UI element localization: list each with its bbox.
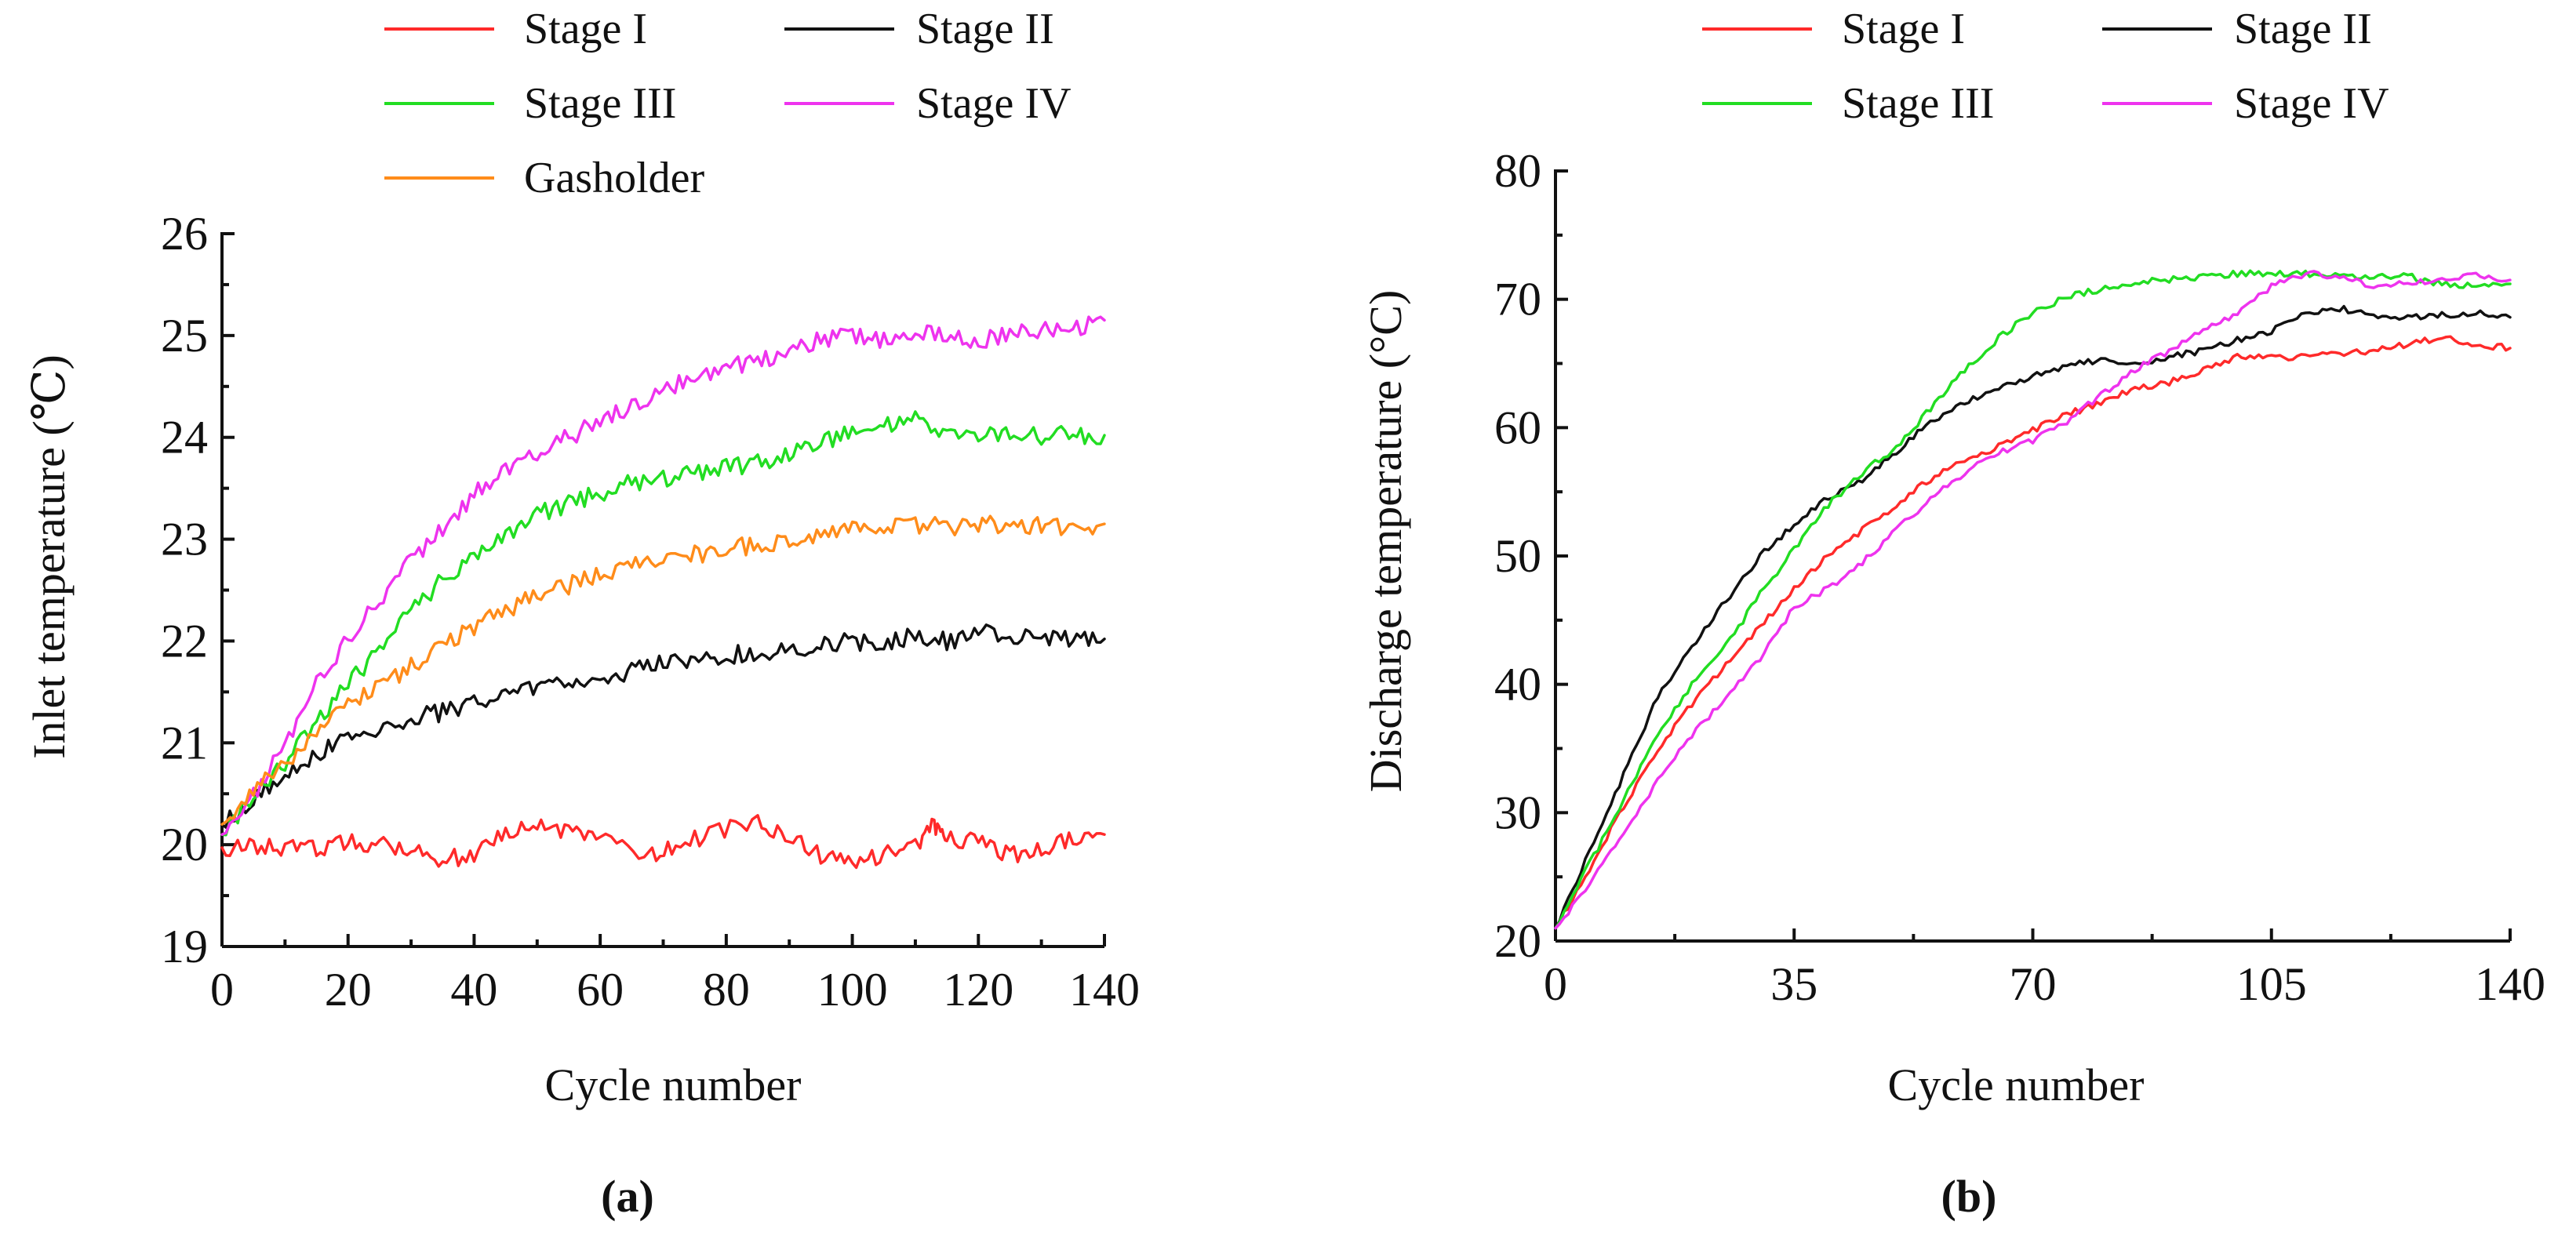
series-line-stage-iii: [1554, 269, 2512, 930]
x-tick-label: 0: [1544, 958, 1567, 1010]
panel-a-label: (a): [601, 1171, 654, 1222]
x-tick-label: 70: [2010, 958, 2057, 1010]
panel-a-legend: Stage I Stage II Stage III Stage IV Gasholde…: [384, 5, 1072, 202]
y-tick-label: 50: [1494, 530, 1541, 582]
panel-b-label: (b): [1941, 1171, 1997, 1222]
x-tick-label: 40: [450, 964, 497, 1016]
y-tick-label: 21: [161, 717, 208, 768]
y-tick-label: 20: [1494, 915, 1541, 967]
series-line-stage-iv: [1554, 270, 2512, 930]
legend-label-stage-iv: Stage IV: [916, 79, 1072, 128]
x-tick-label: 140: [1069, 964, 1140, 1016]
y-tick-label: 23: [161, 514, 208, 565]
x-tick-label: 100: [817, 964, 888, 1016]
series-line-stage-i: [220, 814, 1106, 870]
legend-label-stage-ii: Stage II: [916, 5, 1054, 53]
y-tick-label: 80: [1494, 145, 1541, 197]
y-tick-label: 24: [161, 412, 208, 463]
series-line-stage-iii: [220, 410, 1106, 837]
x-tick-label: 35: [1770, 958, 1817, 1010]
y-tick-label: 22: [161, 615, 208, 667]
panel-a-inlet-temperature-chart: Stage I Stage II Stage III Stage IV Gasholde…: [24, 5, 1140, 1222]
panel-a-y-axis-title: Inlet temperature (℃): [24, 354, 75, 759]
y-tick-label: 19: [161, 921, 208, 972]
x-tick-label: 0: [210, 964, 234, 1016]
legend-label-stage-i: Stage I: [524, 5, 647, 53]
panel-b-plot-area: 0 35 70 105 140 20 30 40 50 60 70 80: [1494, 145, 2545, 1010]
x-tick-label: 80: [703, 964, 750, 1016]
y-tick-label: 70: [1494, 274, 1541, 325]
panel-b-legend: Stage I Stage II Stage III Stage IV: [1702, 5, 2389, 128]
x-tick-label: 60: [577, 964, 624, 1016]
x-tick-label: 120: [943, 964, 1013, 1016]
x-tick-label: 105: [2236, 958, 2307, 1010]
legend-label-stage-ii: Stage II: [2234, 5, 2372, 53]
series-line-stage-ii: [220, 623, 1106, 829]
series-line-stage-iv: [220, 315, 1106, 836]
series-line-stage-ii: [1554, 304, 2512, 930]
legend-label-stage-iv: Stage IV: [2234, 79, 2389, 128]
y-tick-label: 60: [1494, 401, 1541, 453]
panel-a-plot-area: 0 20 40 60 80 100 120 140 19 20 21 22 23 24 25 26: [161, 208, 1140, 1016]
y-tick-label: 20: [161, 819, 208, 870]
panel-b-discharge-temperature-chart: Stage I Stage II Stage III Stage IV 0 35 70 10…: [1360, 5, 2545, 1222]
x-tick-label: 20: [325, 964, 372, 1016]
x-tick-label: 140: [2475, 958, 2545, 1010]
panel-b-x-axis-title: Cycle number: [1888, 1059, 2145, 1110]
y-tick-label: 26: [161, 208, 208, 260]
legend-label-stage-i: Stage I: [1842, 5, 1965, 53]
y-tick-label: 30: [1494, 787, 1541, 838]
legend-label-gasholder: Gasholder: [524, 154, 705, 202]
legend-label-stage-iii: Stage III: [1842, 79, 1994, 128]
panel-b-y-axis-title: Discharge temperature (°C): [1360, 290, 1411, 793]
legend-label-stage-iii: Stage III: [524, 79, 676, 128]
series-line-gasholder: [220, 514, 1106, 826]
y-tick-label: 25: [161, 310, 208, 362]
series-line-stage-i: [1554, 335, 2512, 930]
panel-a-x-axis-title: Cycle number: [545, 1059, 802, 1110]
y-tick-label: 40: [1494, 659, 1541, 710]
